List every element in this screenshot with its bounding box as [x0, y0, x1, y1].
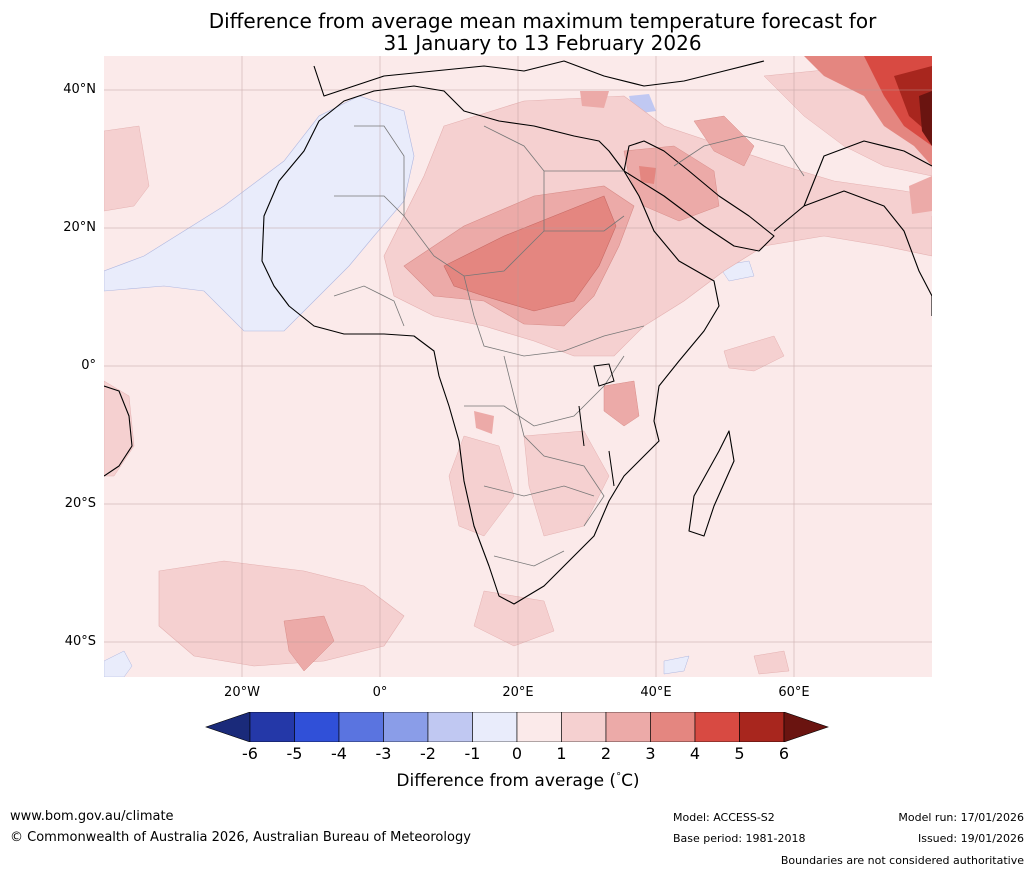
- asia-coastline: [773, 140, 932, 316]
- lat-label-40n: 40°N: [63, 82, 96, 97]
- lat-label-20s: 20°S: [64, 496, 96, 511]
- colorbar-tick-label: 2: [600, 744, 612, 763]
- lon-label-60e: 60°E: [778, 685, 810, 700]
- lon-label-40e: 40°E: [640, 685, 672, 700]
- country-borders: [333, 125, 805, 567]
- maroon-region-northeast: [919, 91, 932, 146]
- colorbar-tick-label: -2: [420, 744, 436, 763]
- lake-victoria: [593, 363, 615, 387]
- pink-patch-southern-africa: [448, 435, 515, 537]
- blue-patch-west-africa: [104, 95, 415, 332]
- blue-patch-southeast: [663, 655, 690, 675]
- title-line-2: 31 January to 13 February 2026: [383, 31, 702, 55]
- colorbar-label-text: Difference from average (: [396, 771, 617, 791]
- salmon-patch-arabia: [623, 145, 720, 222]
- pink-patch-south-of-africa: [473, 590, 555, 647]
- red-core-sahel: [443, 195, 617, 312]
- red-patch-saudi: [639, 166, 656, 184]
- lon-label-20e: 20°E: [502, 685, 534, 700]
- colorbar-label: Difference from average (°C): [318, 771, 718, 791]
- colorbar-tick-label: 1: [556, 744, 567, 763]
- colorbar-cell: [739, 712, 785, 742]
- colorbar-tick-label: 6: [778, 744, 790, 763]
- colorbar-tick-label: 3: [645, 744, 656, 763]
- colorbar-cell: [516, 712, 562, 742]
- colorbar-tick-label: -3: [375, 744, 392, 763]
- colorbar-tick-label: -1: [464, 744, 481, 763]
- colorbar: [205, 712, 829, 742]
- salmon-patch-india-west: [909, 176, 932, 214]
- colorbar-tick-label: -6: [242, 744, 258, 763]
- lat-label-20n: 20°N: [63, 220, 96, 235]
- pink-patch-atlantic-north: [104, 125, 150, 212]
- pink-region-south-atlantic: [158, 560, 405, 667]
- issued-text: Issued: 19/01/2026: [917, 832, 1024, 845]
- temperature-anomaly-map: [104, 56, 932, 677]
- colorbar-cell: [338, 712, 384, 742]
- lake-malawi: [608, 450, 615, 487]
- pink-patch-atlantic-equator: [104, 380, 135, 477]
- arabia-coastline: [623, 140, 775, 252]
- colorbar-cell: [605, 712, 651, 742]
- colorbar-cell: [650, 712, 696, 742]
- colorbar-extend-high: [783, 712, 829, 742]
- colorbar-cell: [427, 712, 473, 742]
- lat-label-40s: 40°S: [64, 634, 96, 649]
- chart-title: Difference from average mean maximum tem…: [0, 10, 1035, 54]
- copyright-text: © Commonwealth of Australia 2026, Austra…: [10, 830, 471, 845]
- salmon-patch-mediterranean: [580, 91, 609, 108]
- africa-coastline: [261, 85, 720, 605]
- colorbar-cell: [561, 712, 607, 742]
- colorbar-tick-label: 0: [511, 744, 523, 763]
- website-link[interactable]: www.bom.gov.au/climate: [10, 809, 174, 824]
- colorbar-cell: [383, 712, 429, 742]
- blue-patch-southwest: [104, 650, 133, 677]
- colorbar-cells: [205, 712, 829, 742]
- lat-label-0: 0°: [81, 358, 96, 373]
- model-text: Model: ACCESS-S2: [673, 811, 775, 824]
- colorbar-cell: [694, 712, 740, 742]
- salmon-patch-angola: [474, 411, 494, 434]
- lake-tanganyika: [578, 405, 585, 447]
- title-line-1: Difference from average mean maximum tem…: [208, 9, 877, 33]
- colorbar-cell: [249, 712, 295, 742]
- lon-label-20w: 20°W: [224, 685, 260, 700]
- europe-coastline: [313, 60, 765, 97]
- disclaimer-text: Boundaries are not considered authoritat…: [780, 854, 1024, 867]
- colorbar-extend-low: [205, 712, 251, 742]
- lon-label-0: 0°: [372, 685, 388, 700]
- colorbar-tick-label: 5: [734, 744, 745, 763]
- south-america-coastline: [104, 385, 133, 477]
- colorbar-label-unit: C): [621, 771, 640, 791]
- pink-patch-indian-ocean: [723, 335, 785, 372]
- colorbar-label-degree: °: [616, 771, 622, 783]
- colorbar-tick-label: -4: [331, 744, 347, 763]
- coastlines: [104, 60, 932, 605]
- salmon-patch-south-atlantic: [283, 615, 335, 672]
- map-panel: [104, 56, 932, 677]
- lakes: [578, 363, 615, 487]
- colorbar-cell: [294, 712, 340, 742]
- base-period-text: Base period: 1981-2018: [673, 832, 806, 845]
- graticule: [104, 56, 932, 677]
- colorbar-tick-label: 4: [689, 744, 701, 763]
- colorbar-cell: [472, 712, 518, 742]
- pink-patch-far-southeast: [753, 650, 790, 675]
- salmon-patch-tanzania: [603, 380, 640, 427]
- model-run-text: Model run: 17/01/2026: [898, 811, 1024, 824]
- colorbar-tick-label: -5: [286, 744, 303, 763]
- madagascar-coastline: [688, 430, 735, 537]
